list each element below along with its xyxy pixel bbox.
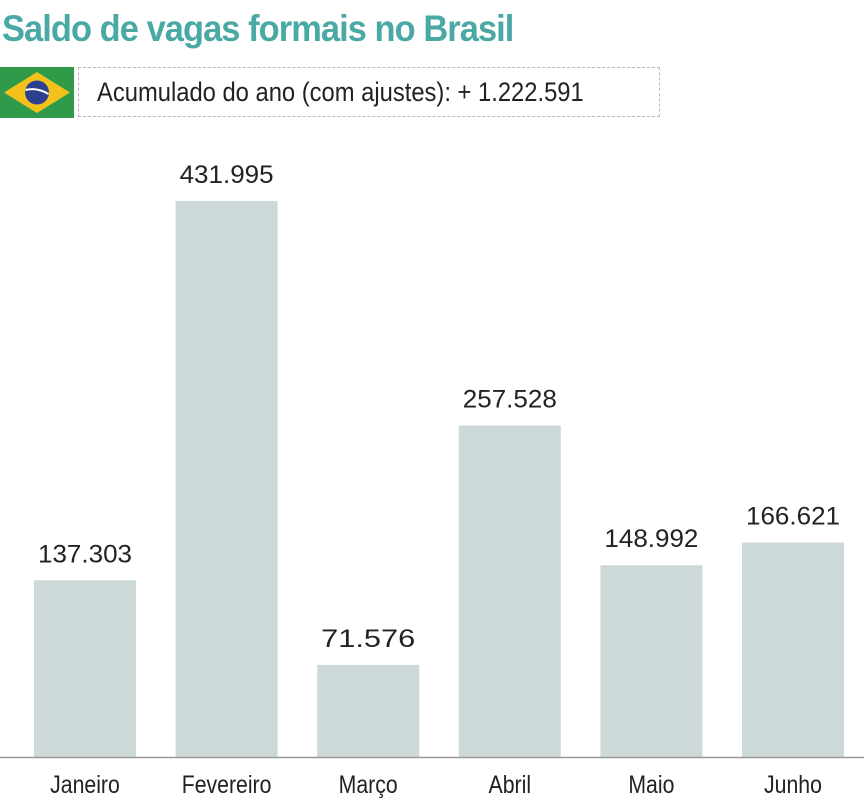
chart-title: Saldo de vagas formais no Brasil [2, 8, 514, 49]
brazil-flag-icon [0, 67, 74, 118]
x-tick-label: Maio [628, 770, 674, 798]
x-tick-label: Abril [489, 770, 531, 798]
data-label: 431.995 [180, 161, 274, 189]
bar-março [317, 664, 420, 757]
data-label: 148.992 [604, 525, 698, 553]
bar-abril [458, 425, 561, 757]
data-label: 166.621 [746, 503, 840, 531]
data-label: 71.576 [321, 625, 415, 653]
data-label: 137.303 [38, 540, 132, 568]
accumulated-total: Acumulado do ano (com ajustes): + 1.222.… [97, 77, 584, 107]
x-tick-label: Janeiro [50, 770, 120, 798]
x-tick-label: Março [339, 770, 398, 798]
bar-janeiro [34, 580, 136, 757]
x-tick-label: Junho [764, 770, 822, 798]
bar-junho [742, 542, 844, 757]
bar-fevereiro [175, 201, 278, 757]
bar-maio [600, 565, 703, 757]
data-label: 257.528 [463, 386, 557, 414]
accumulated-box: Acumulado do ano (com ajustes): + 1.222.… [78, 67, 660, 117]
x-tick-label: Fevereiro [182, 770, 272, 798]
